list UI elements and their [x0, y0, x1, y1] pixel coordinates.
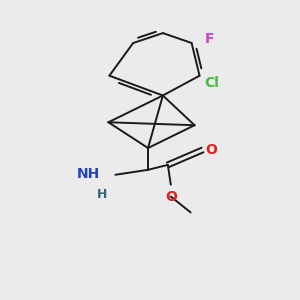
Text: F: F [205, 32, 214, 46]
Text: O: O [165, 190, 177, 204]
Text: O: O [206, 143, 218, 157]
Text: Cl: Cl [205, 76, 219, 90]
Text: H: H [97, 188, 108, 201]
Text: NH: NH [77, 167, 101, 181]
